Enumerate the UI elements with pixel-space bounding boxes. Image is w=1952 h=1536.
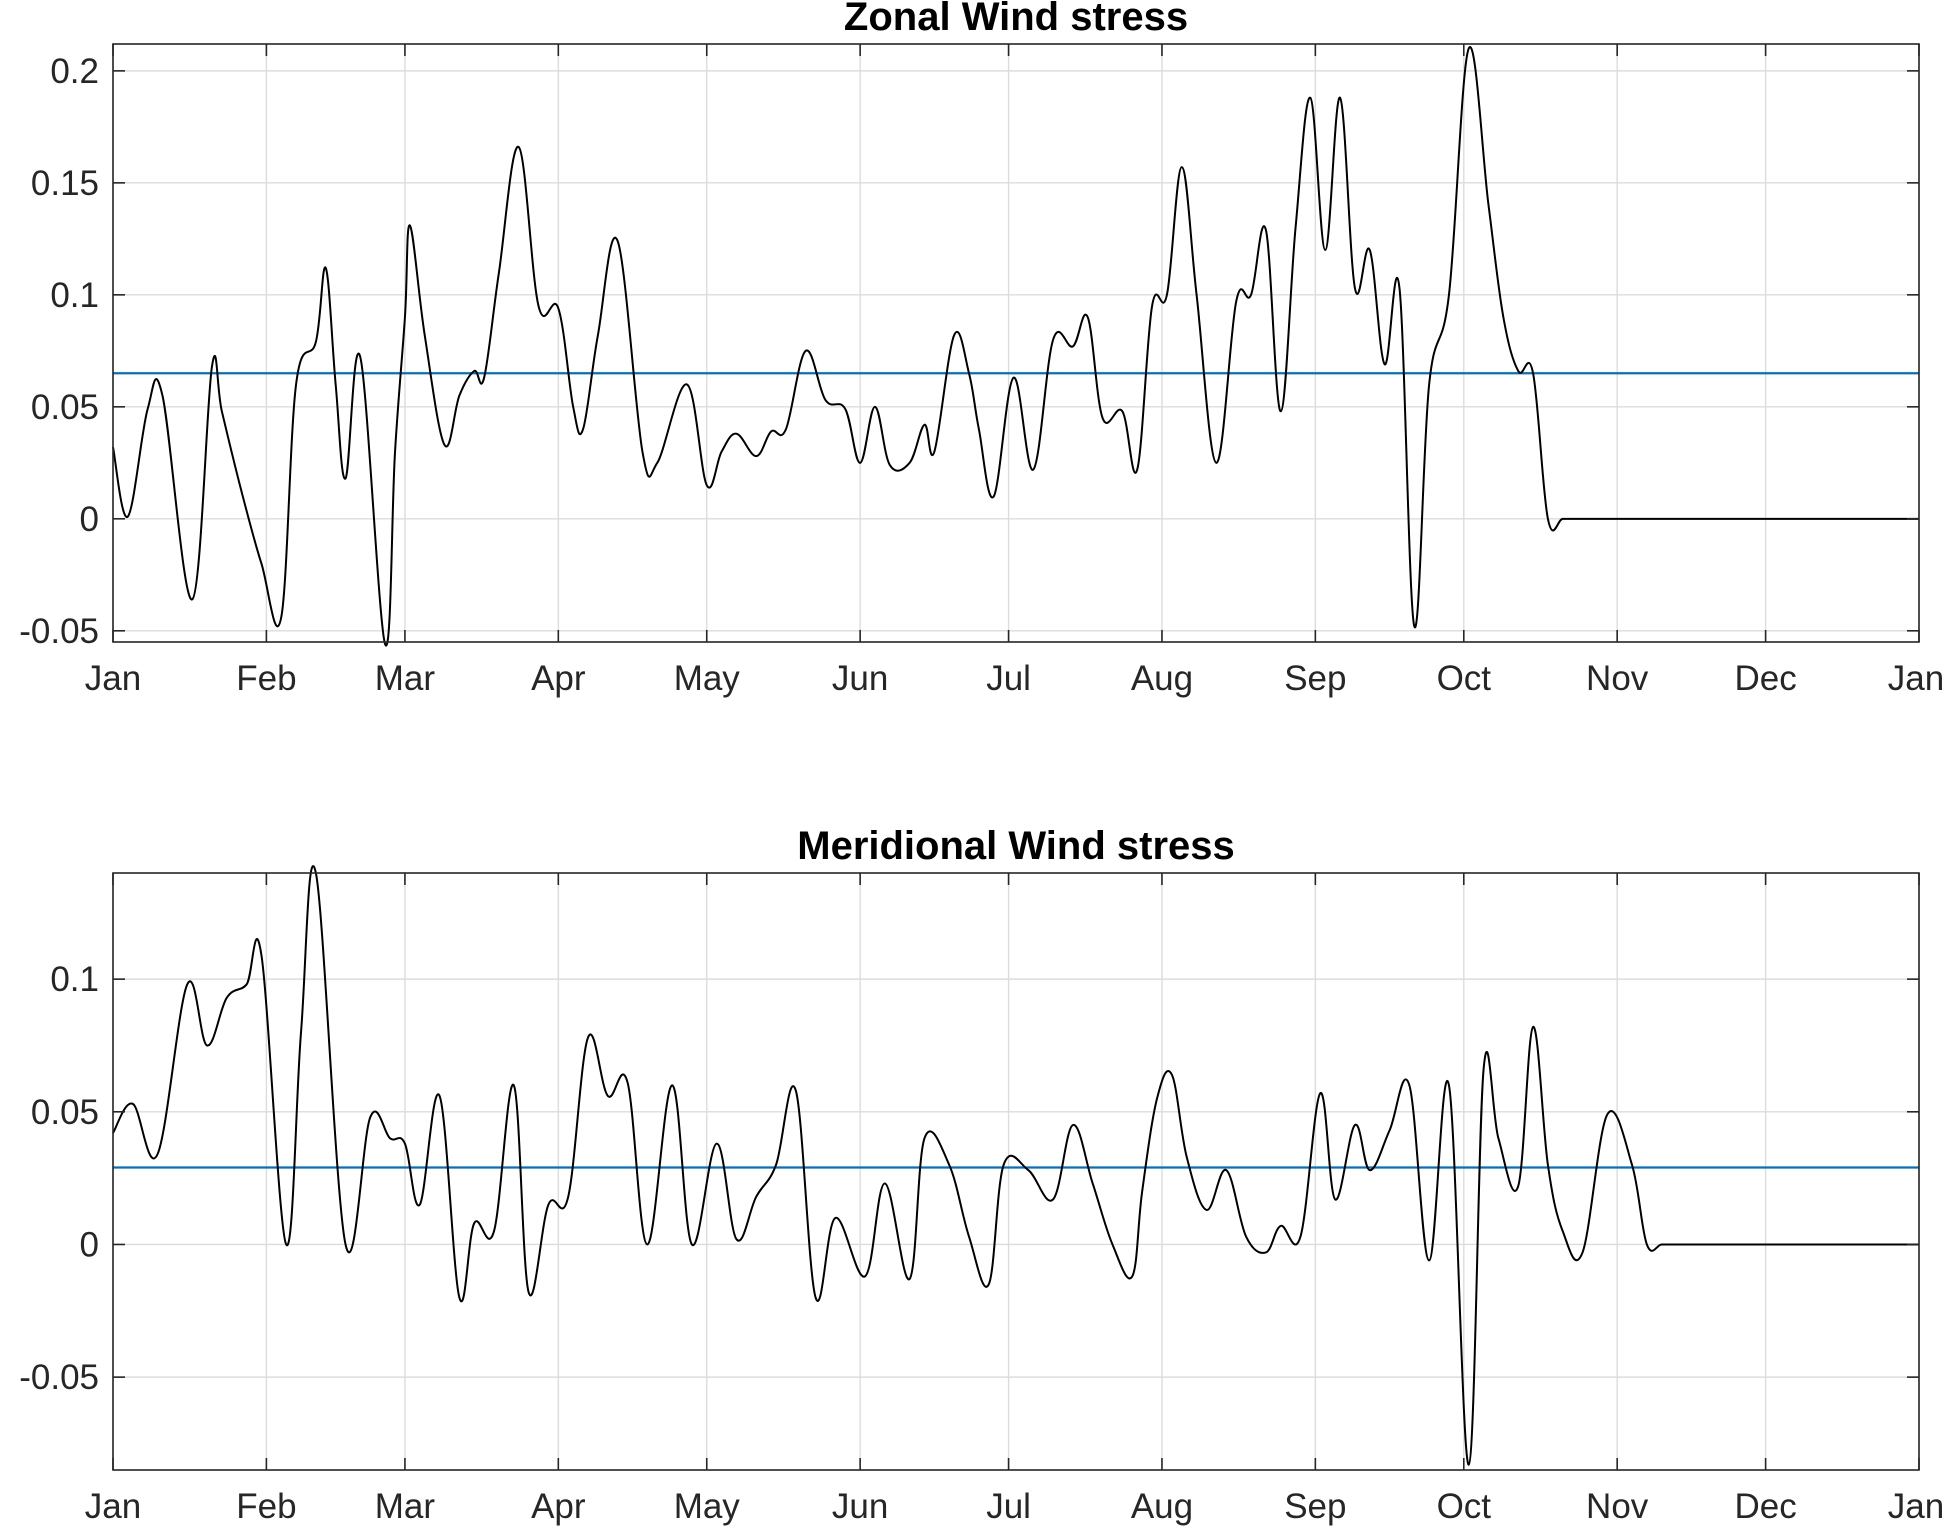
x-tick-label: Dec (1734, 659, 1796, 698)
chart-title: Zonal Wind stress (844, 0, 1188, 39)
x-tick-label: Oct (1437, 659, 1492, 698)
x-tick-label: Jan (1888, 659, 1944, 698)
y-tick-label: 0 (80, 1225, 99, 1264)
x-tick-label: Jun (832, 659, 888, 698)
x-tick-label: Nov (1586, 659, 1649, 698)
x-tick-label: May (674, 1487, 741, 1526)
y-tick-label: 0.05 (31, 1093, 99, 1132)
x-tick-label: Aug (1131, 659, 1193, 698)
y-tick-label: 0.05 (31, 388, 99, 427)
x-tick-label: Oct (1437, 1487, 1492, 1526)
axes-box (112, 43, 1920, 643)
plot-area (113, 44, 1919, 642)
chart-title: Meridional Wind stress (797, 824, 1235, 868)
x-tick-label: Jun (832, 1487, 888, 1526)
x-tick-label: Apr (531, 659, 586, 698)
x-tick-label: Nov (1586, 1487, 1649, 1526)
x-tick-label: Jan (1888, 1487, 1944, 1526)
x-tick-label: Mar (375, 659, 436, 698)
series-line-1 (112, 865, 1919, 1466)
y-tick-label: -0.05 (19, 612, 99, 651)
chart-panel-1: Jan Feb Mar Apr May Jun Jul Aug Sep Oct Nov Dec Jan -… (19, 0, 1944, 698)
x-tick-label: Apr (531, 1487, 586, 1526)
series-line-1 (112, 46, 1920, 647)
x-tick-label: Feb (236, 1487, 296, 1526)
x-tick-label: Aug (1131, 1487, 1193, 1526)
y-tick-label: 0.1 (50, 276, 99, 315)
chart-panel-2: Jan Feb Mar Apr May Jun Jul Aug Sep Oct Nov Dec Jan -… (19, 824, 1944, 1526)
y-tick-label: 0.2 (50, 52, 99, 91)
x-tick-label: Jul (986, 659, 1031, 698)
y-tick-label: 0.1 (50, 960, 99, 999)
x-tick-label: Sep (1284, 659, 1346, 698)
x-tick-label: Jan (85, 1487, 141, 1526)
x-tick-label: Dec (1734, 1487, 1796, 1526)
y-tick-label: 0.15 (31, 164, 99, 203)
y-tick-label: -0.05 (19, 1358, 99, 1397)
x-tick-label: May (674, 659, 741, 698)
x-tick-label: Jan (85, 659, 141, 698)
y-tick-label: 0 (80, 500, 99, 539)
axes-box (112, 872, 1920, 1471)
x-tick-label: Jul (986, 1487, 1031, 1526)
plot-area (113, 873, 1919, 1470)
x-tick-label: Sep (1284, 1487, 1346, 1526)
x-tick-label: Feb (236, 659, 296, 698)
x-tick-label: Mar (375, 1487, 436, 1526)
